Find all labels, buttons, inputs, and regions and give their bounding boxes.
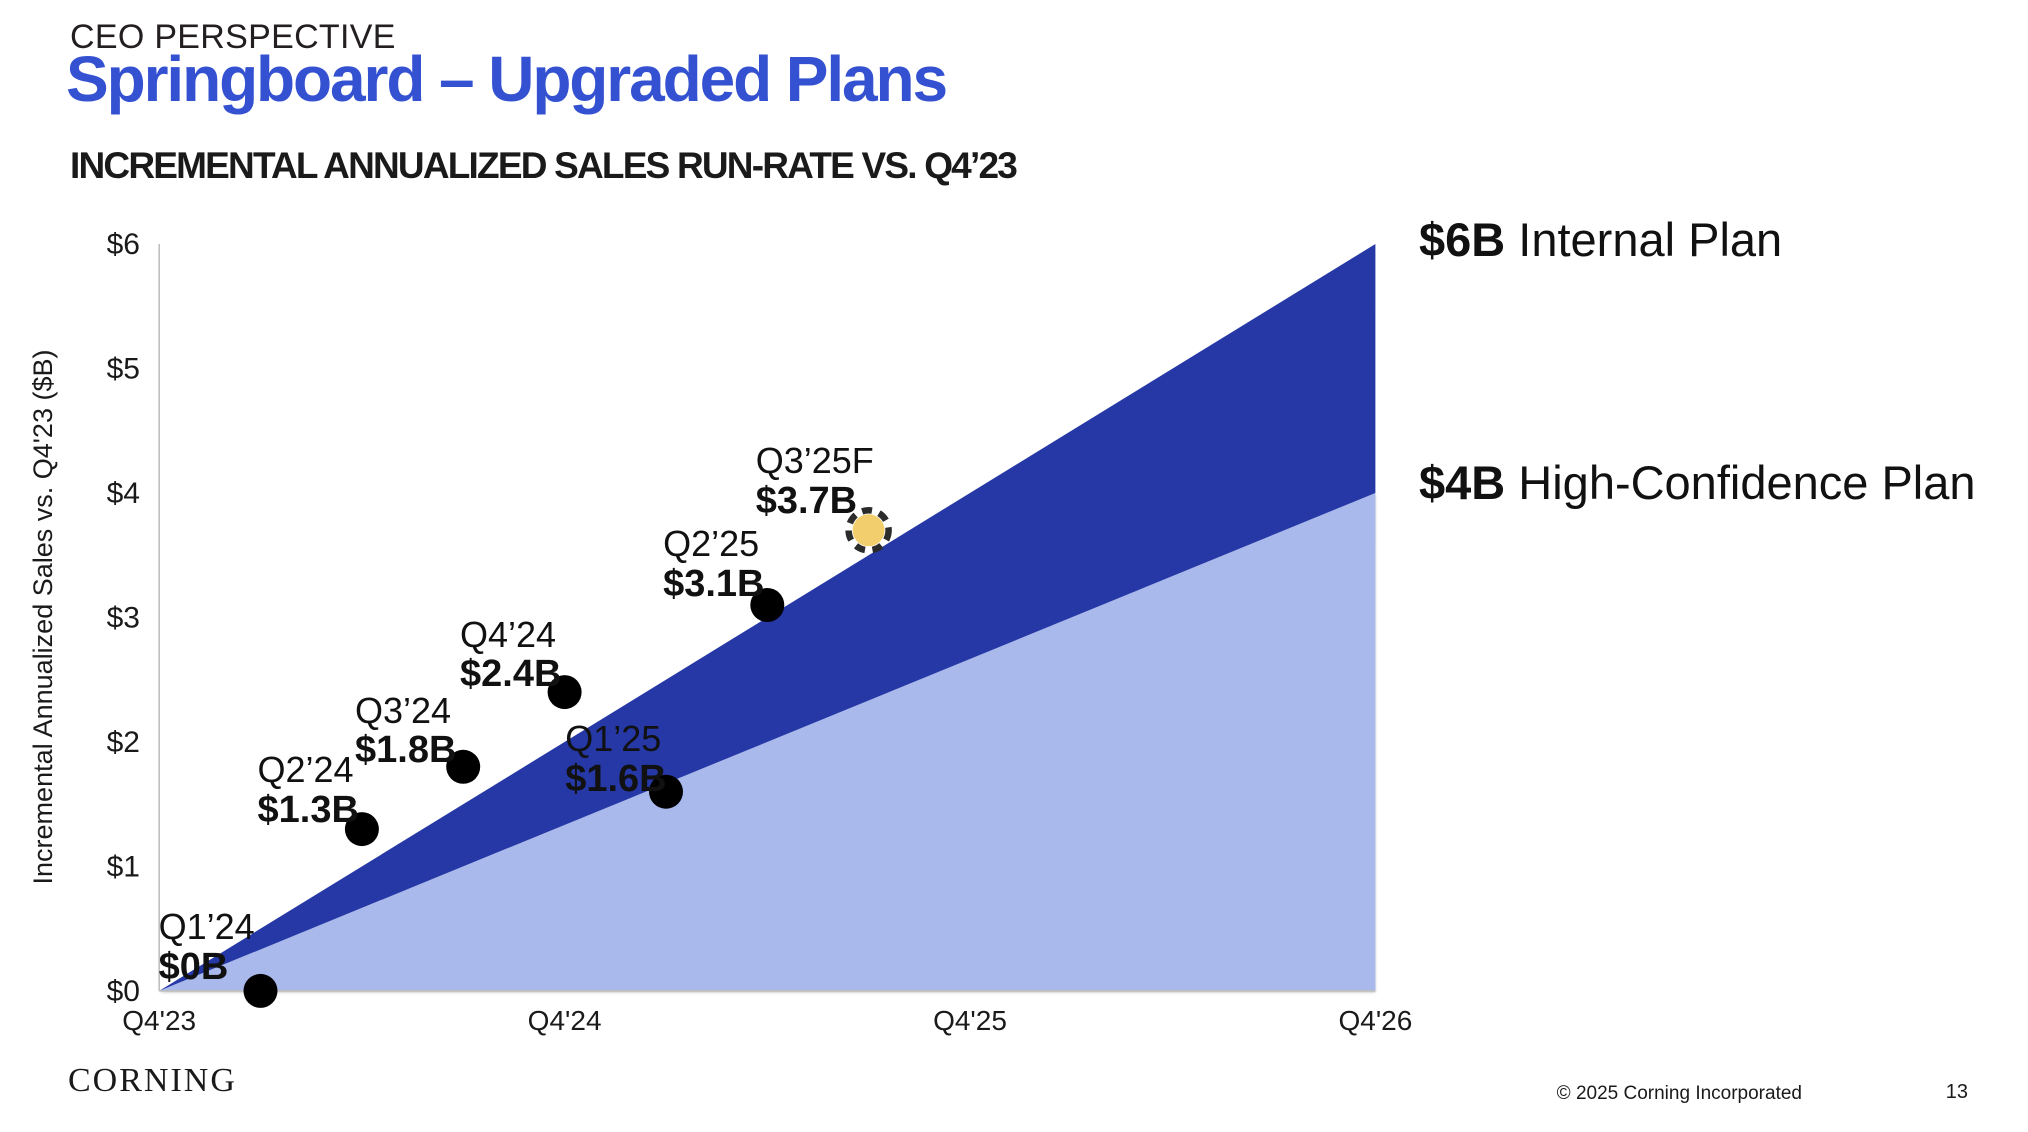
svg-text:$5: $5 [107, 353, 140, 386]
svg-text:Q4'25: Q4'25 [933, 1005, 1007, 1036]
svg-text:$4: $4 [107, 477, 140, 510]
svg-text:$1: $1 [107, 851, 140, 884]
svg-text:$0: $0 [107, 975, 140, 1008]
svg-text:$6: $6 [107, 228, 140, 261]
svg-text:Incremental Annualized Sales v: Incremental Annualized Sales vs. Q4'23 (… [28, 350, 58, 885]
svg-text:Q4'26: Q4'26 [1338, 1005, 1412, 1036]
svg-text:$2: $2 [107, 726, 140, 759]
svg-text:Q4'23: Q4'23 [122, 1005, 196, 1036]
svg-text:Q4'24: Q4'24 [528, 1005, 602, 1036]
svg-text:$3: $3 [107, 602, 140, 635]
